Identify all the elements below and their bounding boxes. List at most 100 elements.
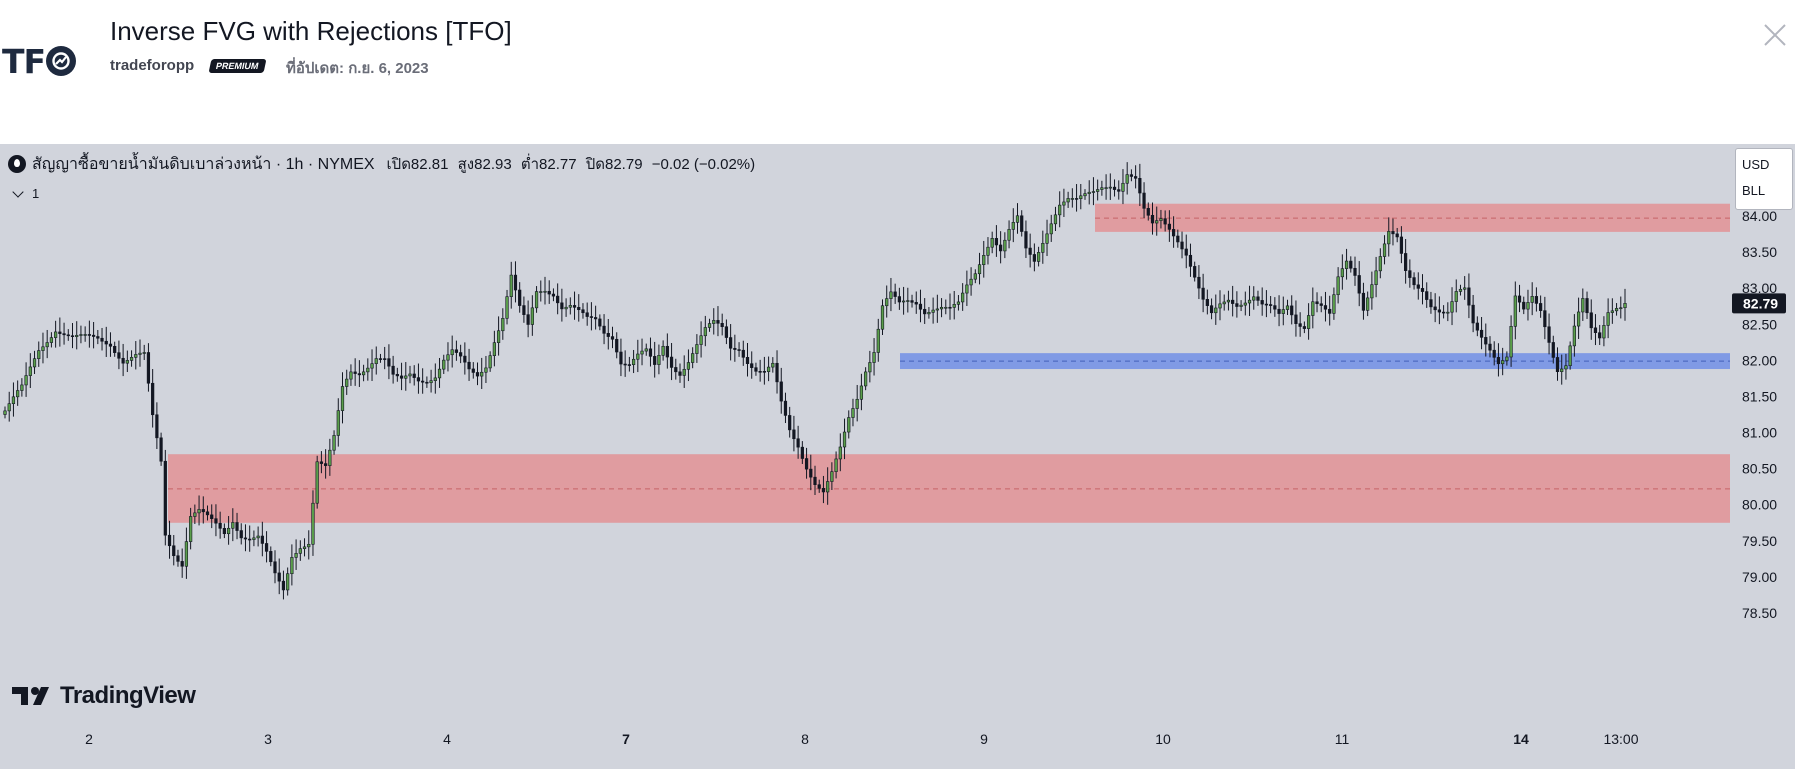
candle-down	[547, 290, 551, 295]
candle-down	[1315, 301, 1319, 305]
candle-down	[1328, 308, 1332, 314]
candle-up	[1623, 303, 1627, 309]
last-price-label: 82.79	[1743, 295, 1778, 311]
candle-up	[307, 543, 311, 548]
y-axis-tick-label: 80.00	[1742, 497, 1777, 513]
candle-down	[117, 352, 121, 359]
candle-down	[720, 322, 724, 328]
candle-down	[218, 522, 222, 529]
author-link[interactable]: tradeforopp	[110, 57, 195, 74]
candle-down	[277, 572, 281, 582]
candle-down	[1150, 214, 1155, 224]
candle-down	[1193, 266, 1197, 278]
candle-down	[619, 351, 623, 365]
candle-up	[1366, 297, 1370, 311]
candle-up	[125, 360, 129, 364]
candle-up	[286, 573, 290, 591]
candle-up	[1252, 296, 1256, 301]
candle-down	[62, 333, 66, 336]
unit-selector[interactable]: USD BLL	[1735, 148, 1793, 210]
candle-up	[505, 296, 509, 319]
candle-up	[256, 535, 260, 539]
symbol-title[interactable]: สัญญาซื้อขายน้ำมันดิบเบาล่วงหน้า · 1h · …	[32, 155, 375, 173]
candle-up	[1619, 307, 1623, 310]
candle-down	[378, 358, 383, 360]
candle-up	[1572, 325, 1576, 347]
candle-down	[180, 561, 184, 567]
close-icon[interactable]	[1760, 20, 1790, 50]
candle-down	[518, 289, 522, 306]
candle-up	[138, 352, 142, 355]
candle-down	[1488, 343, 1492, 351]
candle-up	[1564, 365, 1568, 370]
candle-up	[1501, 360, 1505, 365]
candle-up	[859, 385, 864, 400]
candle-up	[1053, 214, 1058, 225]
candle-up	[20, 384, 24, 391]
candle-up	[501, 318, 505, 332]
candle-down	[1534, 296, 1539, 304]
candle-down	[585, 312, 589, 317]
candle-up	[28, 366, 32, 376]
candle-up	[830, 471, 834, 482]
tradingview-watermark[interactable]: TradingView	[12, 682, 196, 710]
candle-down	[522, 305, 526, 315]
candle-up	[686, 362, 691, 370]
candle-up	[834, 458, 838, 472]
candle-up	[1011, 222, 1015, 230]
candle-down	[610, 336, 615, 340]
candle-down	[1425, 291, 1429, 300]
candle-up	[41, 346, 45, 351]
candle-up	[294, 553, 298, 558]
candle-up	[1247, 299, 1252, 304]
candle-down	[1074, 198, 1079, 200]
candle-up	[1344, 260, 1349, 269]
candle-down	[1429, 299, 1433, 308]
candle-down	[1171, 229, 1176, 237]
candle-down	[100, 337, 104, 342]
candle-up	[1387, 231, 1391, 245]
candle-down	[1184, 248, 1188, 256]
candle-up	[847, 417, 851, 433]
candle-down	[669, 356, 674, 368]
candle-up	[855, 398, 859, 409]
candle-down	[800, 446, 804, 459]
candle-up	[876, 328, 880, 353]
candle-down	[1142, 192, 1146, 209]
symbol-legend: สัญญาซื้อขายน้ำมันดิบเบาล่วงหน้า · 1h · …	[8, 154, 760, 174]
candle-up	[927, 312, 931, 315]
candle-down	[788, 415, 792, 431]
candle-up	[838, 446, 842, 460]
candle-up	[496, 330, 501, 343]
y-axis-tick-label: 82.50	[1742, 316, 1777, 332]
candle-down	[1496, 357, 1501, 365]
candle-up	[349, 371, 353, 380]
indicator-count: 1	[32, 186, 40, 201]
candle-down	[627, 364, 631, 366]
candle-down	[893, 291, 897, 297]
indicator-collapse-toggle[interactable]: 1	[12, 185, 40, 201]
candle-up	[75, 334, 79, 337]
tfo-logo[interactable]: TF	[2, 42, 77, 81]
candle-up	[973, 273, 977, 280]
candle-down	[87, 334, 91, 336]
candle-down	[665, 345, 669, 358]
unit-label: BLL	[1742, 183, 1766, 198]
candle-up	[1281, 309, 1285, 314]
chart-area[interactable]: 84.00 83.50 83.00 82.50 82.00 81.50 81.00 80.50…	[0, 144, 1795, 769]
price-chart[interactable]: 84.00 83.50 83.00 82.50 82.00 81.50 81.00 80.50…	[0, 144, 1795, 769]
candle-down	[243, 537, 248, 540]
candle-down	[1391, 231, 1395, 235]
y-axis-tick-label: 78.50	[1742, 605, 1777, 621]
x-axis-tick-label: 13:00	[1603, 731, 1638, 747]
ohlc-close: ปิด82.79	[585, 156, 643, 173]
candle-up	[880, 305, 885, 330]
candle-down	[1412, 277, 1416, 286]
candle-up	[885, 298, 889, 307]
candle-down	[1539, 303, 1543, 311]
candle-up	[1526, 302, 1530, 310]
candle-up	[332, 435, 336, 451]
candle-up	[901, 300, 906, 303]
candle-down	[796, 438, 800, 448]
x-axis-tick-label: 7	[622, 731, 630, 747]
